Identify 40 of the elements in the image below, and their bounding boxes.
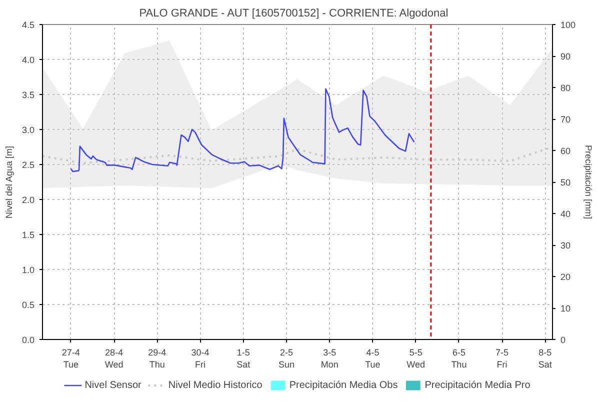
y-tick-label: 4.0: [22, 55, 35, 65]
legend-label: Nivel Medio Historico: [168, 379, 262, 391]
x-tick-label: 30-4 Fri: [191, 348, 210, 370]
y2-tick-label: 10: [560, 304, 571, 314]
x-tick-label: 8-5 Sat: [538, 348, 552, 370]
x-tick-label: 2-5 Sun: [278, 348, 295, 370]
y2-tick-label: 80: [560, 83, 571, 93]
y2-tick-label: 60: [560, 146, 571, 156]
legend-label: Precipitación Media Obs: [289, 379, 398, 391]
x-tick-label: 27-4 Tue: [62, 348, 80, 370]
y-tick-label: 3.0: [22, 125, 35, 135]
y2-tick-label: 30: [560, 240, 571, 250]
y2-tick-label: 70: [560, 114, 571, 124]
y2-tick-label: 40: [560, 209, 571, 219]
y-tick-label: 2.0: [22, 195, 35, 205]
y-tick-label: 0.0: [22, 335, 35, 345]
y2-tick-label: 100: [560, 20, 576, 30]
legend-label: Precipitación Media Pro: [424, 379, 530, 391]
y2-tick-label: 20: [560, 272, 571, 282]
legend-label: Nivel Sensor: [84, 379, 142, 391]
y-tick-label: 2.5: [22, 160, 35, 170]
x-tick-label: 28-4 Wed: [104, 348, 124, 370]
y-tick-label: 3.5: [22, 90, 35, 100]
y-tick-label: 1.5: [22, 230, 35, 240]
y-tick-label: 0.5: [22, 300, 35, 310]
x-tick-label: 1-5 Sat: [236, 348, 251, 370]
x-tick-label: 7-5 Fri: [496, 348, 509, 370]
y2-tick-label: 90: [560, 52, 571, 62]
y-tick-label: 4.5: [22, 20, 35, 30]
y-tick-label: 1.0: [22, 265, 35, 275]
x-tick-label: 29-4 Thu: [148, 348, 166, 370]
x-tick-label: 3-5 Mon: [320, 348, 338, 370]
x-tick-label: 5-5 Wed: [406, 348, 426, 370]
y2-axis-title: Precipitación [mm]: [584, 144, 594, 220]
y2-tick-label: 50: [560, 178, 571, 188]
y-axis-title: Nivel del Agua [m]: [4, 146, 14, 219]
y2-tick-label: 0: [560, 335, 566, 345]
chart-title: PALO GRANDE - AUT [1605700152] - CORRIENTE: Algodonal: [139, 8, 448, 20]
x-tick-label: 6-5 Thu: [451, 348, 467, 370]
x-tick-label: 4-5 Tue: [365, 348, 380, 370]
